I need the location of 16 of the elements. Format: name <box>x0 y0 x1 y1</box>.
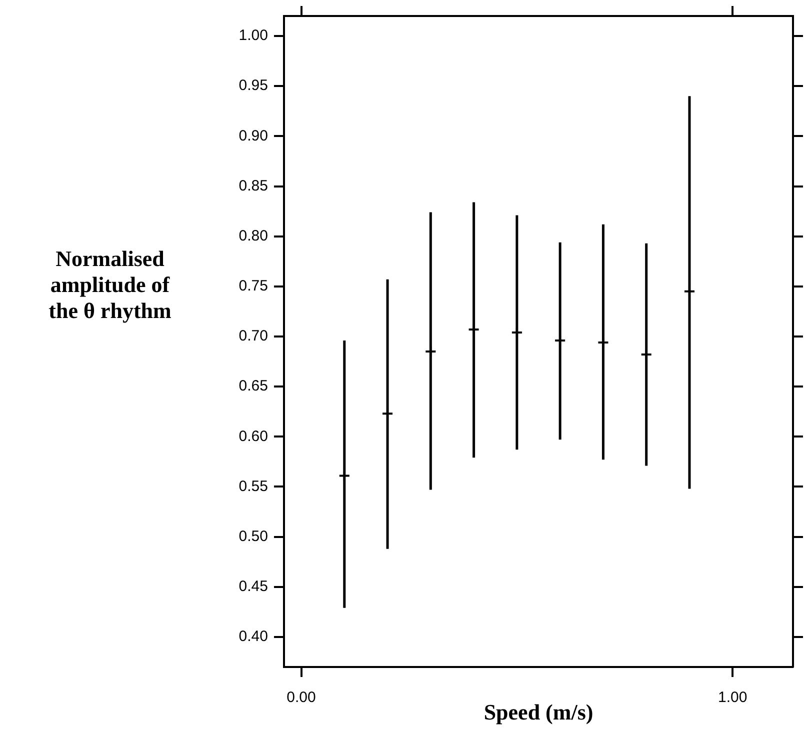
y-tick-label: 0.45 <box>238 578 268 596</box>
y-tick-label: 1.00 <box>238 27 268 44</box>
y-tick-label: 0.90 <box>238 127 268 144</box>
y-tick-label: 0.75 <box>238 278 268 295</box>
x-axis-title: Speed (m/s) <box>484 699 594 724</box>
y-tick-label: 0.70 <box>238 328 268 345</box>
y-tick-label: 0.50 <box>238 528 268 545</box>
y-tick-label: 0.55 <box>238 478 268 495</box>
y-tick-label: 0.85 <box>238 177 268 194</box>
x-tick-label: 0.00 <box>286 689 316 706</box>
y-tick-label: 0.60 <box>238 428 268 445</box>
y-tick-label: 0.40 <box>238 628 268 646</box>
y-axis-title: Normalised amplitude of the θ rhythm <box>48 246 172 324</box>
y-tick-label: 0.95 <box>238 77 268 94</box>
y-tick-label: 0.65 <box>238 378 268 395</box>
y-tick-label: 0.80 <box>238 227 268 244</box>
